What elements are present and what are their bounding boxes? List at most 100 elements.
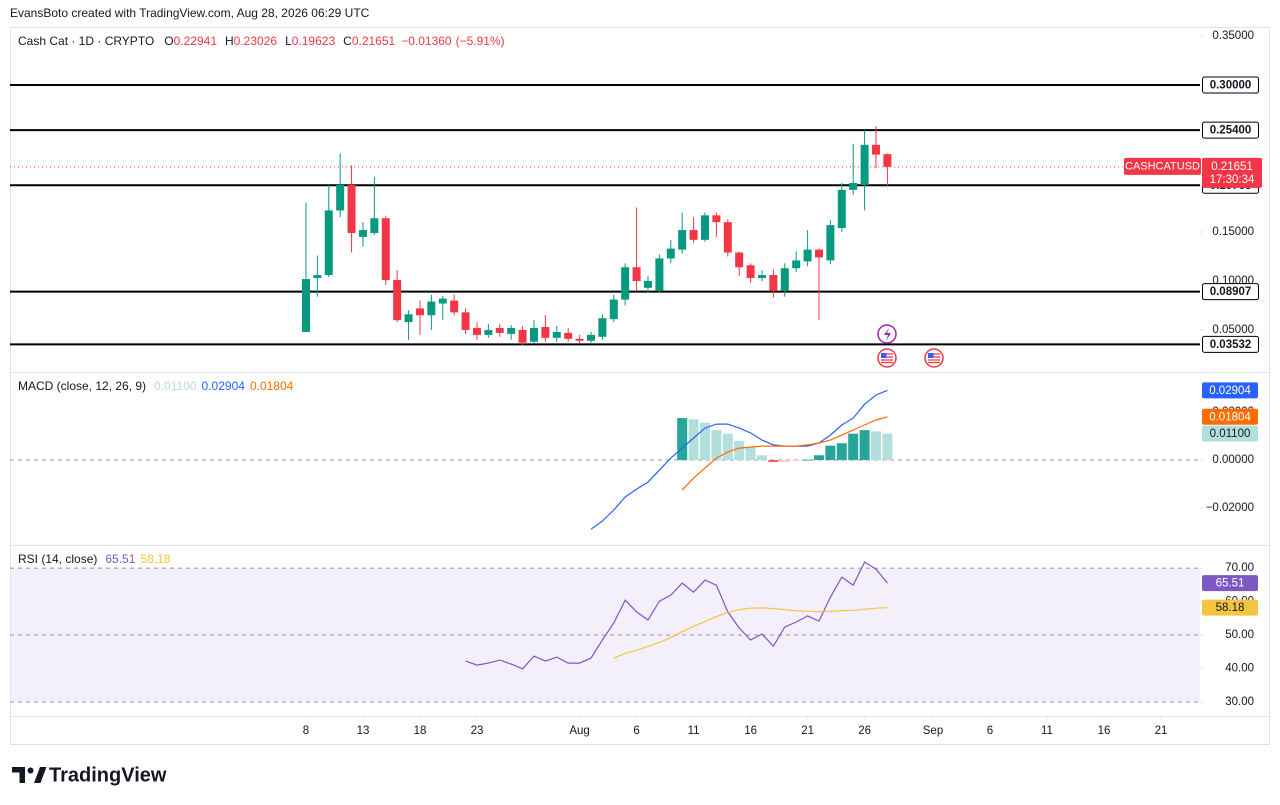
x-tick-label: 21 xyxy=(1155,725,1168,737)
candle-body xyxy=(632,267,641,281)
legend-change: −0.01360 xyxy=(401,34,452,48)
histogram-bar xyxy=(859,430,870,461)
last-price-label: 0.21651 xyxy=(1211,161,1253,173)
value-box xyxy=(1202,408,1258,425)
last-price-box xyxy=(1202,157,1262,188)
candle-body xyxy=(678,230,687,250)
candle-body xyxy=(313,275,322,279)
x-tick-label: 6 xyxy=(633,725,639,737)
candle-body xyxy=(529,328,538,342)
candle-body xyxy=(301,279,310,332)
y-tick-label: 0.00000 xyxy=(1212,454,1254,466)
level-label: 0.25400 xyxy=(1210,125,1252,137)
level-label-box xyxy=(1202,335,1259,353)
candle-body xyxy=(586,334,595,341)
candle-body xyxy=(507,328,516,334)
legend: RSI (14, close) 65.51 58.18 xyxy=(18,552,171,566)
candle-body xyxy=(712,215,721,223)
legend-value: 0.01100 xyxy=(154,379,197,393)
candle-body xyxy=(769,275,778,291)
candle-body xyxy=(826,225,835,261)
candle-body xyxy=(370,218,379,233)
candle-body xyxy=(495,328,504,333)
x-tick-label: 16 xyxy=(744,725,757,737)
x-tick-label: 16 xyxy=(1098,725,1111,737)
value-box xyxy=(1202,425,1258,442)
y-tick-label: −0.02000 xyxy=(1206,502,1254,514)
candle-body xyxy=(814,249,823,258)
level-label-box xyxy=(1202,283,1259,301)
y-tick-label: 40.00 xyxy=(1225,663,1254,675)
level-label-box xyxy=(1202,121,1259,139)
candle-body xyxy=(404,314,413,323)
legend-key: L xyxy=(285,34,292,48)
series-line xyxy=(590,389,888,530)
legend-value: 65.51 xyxy=(105,552,135,566)
candle-body xyxy=(871,144,880,155)
legend-value: 0.23026 xyxy=(234,34,278,48)
legend: Cash Cat · 1D · CRYPTO O0.22941 H0.23026 L0… xyxy=(18,34,505,48)
legend-value: 58.18 xyxy=(140,552,170,566)
candle-body xyxy=(655,258,664,291)
histogram-bar xyxy=(699,422,710,461)
legend-value: 0.02904 xyxy=(202,379,246,393)
candle-body xyxy=(461,312,470,330)
histogram-bar xyxy=(677,418,688,461)
legend-value: 0.19623 xyxy=(292,34,336,48)
histogram-bar xyxy=(734,440,745,461)
candle-body xyxy=(518,329,527,343)
legend-change-pct: (−5.91%) xyxy=(456,34,505,48)
event-icon[interactable] xyxy=(877,348,897,368)
y-tick-label: 50.00 xyxy=(1225,629,1254,641)
series-line xyxy=(681,416,888,491)
x-tick-label: Aug xyxy=(569,725,589,737)
candle-body xyxy=(609,299,618,320)
candle-body xyxy=(541,327,550,338)
symbol-label-box xyxy=(1124,157,1201,175)
histogram-bar xyxy=(791,460,802,462)
candle-body xyxy=(324,210,333,276)
histogram-bar xyxy=(756,455,767,461)
histogram-bar xyxy=(813,455,824,461)
y-tick-label: 0.15000 xyxy=(1212,226,1254,238)
candle-body xyxy=(666,248,675,259)
candle-body xyxy=(393,279,402,321)
x-tick-label: 8 xyxy=(303,725,309,737)
candle-body xyxy=(735,252,744,268)
brand-name: TradingView xyxy=(49,764,167,786)
value-box-label: 0.01100 xyxy=(1210,428,1251,440)
histogram-bar xyxy=(802,459,813,461)
plot-area: 0.350000.300000.250000.200000.150000.100… xyxy=(10,30,1262,737)
candle-body xyxy=(643,280,652,288)
candle-body xyxy=(746,265,755,279)
x-tick-label: 26 xyxy=(858,725,871,737)
y-tick-label: 0.05000 xyxy=(1212,324,1254,336)
event-icon[interactable] xyxy=(877,324,897,344)
histogram-bar xyxy=(688,419,699,461)
histogram-bar xyxy=(882,433,893,461)
histogram-bar xyxy=(848,433,859,461)
legend-value: 0.01804 xyxy=(250,379,294,393)
candle-body xyxy=(803,249,812,262)
event-icon[interactable] xyxy=(924,348,944,368)
value-box xyxy=(1202,575,1258,592)
candle-body xyxy=(757,275,766,279)
candle-body xyxy=(598,318,607,337)
candle-body xyxy=(347,184,356,233)
candle-body xyxy=(792,260,801,269)
level-label: 0.30000 xyxy=(1210,80,1252,92)
x-tick-label: 6 xyxy=(987,725,993,737)
legend-value: 0.21651 xyxy=(352,34,396,48)
countdown-label: 17:30:34 xyxy=(1210,174,1255,186)
legend-key: O xyxy=(164,34,173,48)
level-label-box xyxy=(1202,76,1259,94)
legend-value: 0.22941 xyxy=(174,34,218,48)
candle-body xyxy=(336,184,345,211)
x-tick-label: 13 xyxy=(357,725,370,737)
histogram-bar xyxy=(779,460,790,462)
candle-body xyxy=(883,154,892,167)
x-tick-label: 11 xyxy=(1041,725,1053,737)
candle-body xyxy=(575,338,584,341)
candle-body xyxy=(689,230,698,240)
